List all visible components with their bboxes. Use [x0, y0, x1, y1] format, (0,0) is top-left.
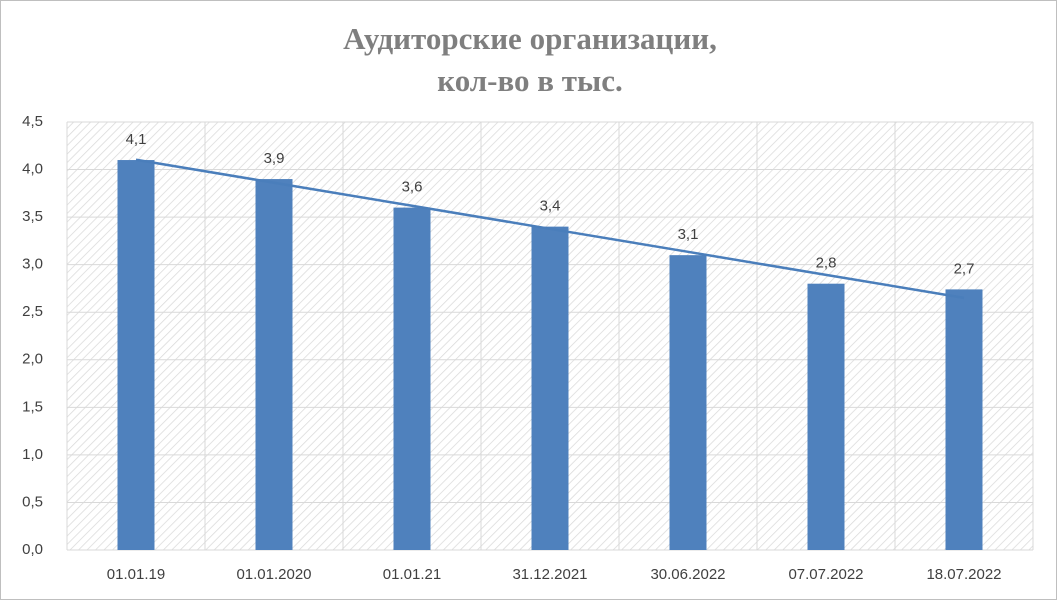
data-label: 3,1 [678, 226, 699, 243]
data-label: 3,4 [540, 198, 561, 215]
y-tick-label: 0,0 [22, 541, 43, 558]
data-label: 3,9 [264, 150, 285, 167]
chart-title: Аудиторские организации, [343, 21, 717, 56]
x-tick-label: 30.06.2022 [650, 566, 725, 583]
y-tick-label: 1,0 [22, 446, 43, 463]
bar [255, 179, 293, 551]
trendline [135, 158, 965, 300]
y-tick-label: 1,5 [22, 398, 43, 415]
bar [669, 255, 707, 550]
bar [393, 207, 431, 550]
x-tick-label: 01.01.21 [383, 566, 441, 583]
bar [531, 226, 569, 550]
bar [945, 289, 983, 550]
y-tick-label: 2,5 [22, 303, 43, 320]
y-tick-label: 0,5 [22, 493, 43, 510]
data-label: 2,7 [954, 260, 975, 277]
x-tick-label: 01.01.2020 [236, 566, 311, 583]
data-label: 3,6 [402, 179, 423, 196]
y-tick-label: 3,5 [22, 208, 43, 225]
chart-subtitle: кол-во в тыс. [437, 63, 622, 98]
data-label: 2,8 [816, 255, 837, 272]
y-tick-label: 4,0 [22, 161, 43, 178]
x-tick-label: 01.01.19 [107, 566, 165, 583]
x-tick-label: 31.12.2021 [512, 566, 587, 583]
data-label: 4,1 [126, 131, 147, 148]
x-tick-label: 18.07.2022 [926, 566, 1001, 583]
y-tick-label: 4,5 [22, 113, 43, 130]
y-tick-label: 2,0 [22, 351, 43, 368]
x-tick-label: 07.07.2022 [788, 566, 863, 583]
bar [117, 160, 155, 551]
y-tick-label: 3,0 [22, 256, 43, 273]
bar [807, 283, 845, 550]
